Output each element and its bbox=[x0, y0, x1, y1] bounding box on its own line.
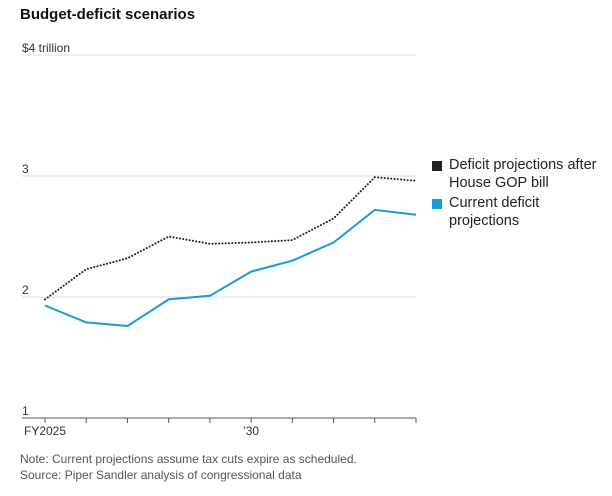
legend-item-current: Current deficit projections bbox=[432, 194, 608, 230]
y-tick-label-0: 1 bbox=[22, 404, 29, 418]
series-line-0 bbox=[44, 176, 417, 301]
legend-label-current: Current deficit projections bbox=[449, 195, 540, 229]
x-axis bbox=[22, 417, 417, 423]
x-tick-label-1: ’30 bbox=[243, 424, 259, 438]
y-tick-label-1: 2 bbox=[22, 283, 29, 297]
legend-label-gop-bill: Deficit projections after House GOP bill bbox=[449, 157, 597, 191]
note-text: Note: Current projections assume tax cut… bbox=[20, 452, 357, 466]
tick-labels: 1 2 3 $4 trillion FY2025 ’30 bbox=[22, 41, 259, 438]
legend-item-gop-bill: Deficit projections after House GOP bill bbox=[432, 156, 608, 192]
legend-swatch-gop-bill bbox=[432, 161, 442, 171]
legend-swatch-current bbox=[432, 199, 442, 209]
series-line-1 bbox=[44, 208, 417, 327]
x-tick-label-0: FY2025 bbox=[24, 424, 66, 438]
chart-notes: Note: Current projections assume tax cut… bbox=[20, 451, 357, 483]
grid-lines bbox=[22, 54, 416, 298]
y-tick-label-3: $4 trillion bbox=[22, 41, 70, 55]
y-tick-label-2: 3 bbox=[22, 162, 29, 176]
chart-title: Budget-deficit scenarios bbox=[20, 6, 196, 23]
series-lines bbox=[44, 176, 417, 327]
chart-legend: Deficit projections after House GOP bill… bbox=[432, 156, 608, 232]
source-text: Source: Piper Sandler analysis of congre… bbox=[20, 468, 302, 482]
